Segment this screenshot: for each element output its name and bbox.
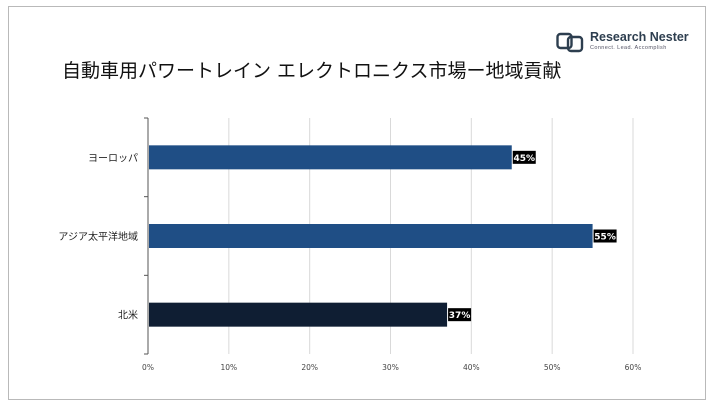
- x-tick-label: 50%: [544, 363, 561, 372]
- category-label: 北米: [118, 309, 138, 322]
- x-tick-label: 30%: [382, 363, 399, 372]
- chart-title: 自動車用パワートレイン エレクトロニクス市場ー地域貢献: [62, 60, 562, 82]
- x-tick-label: 0%: [142, 363, 154, 372]
- bar: [149, 145, 512, 170]
- value-label-background: [448, 308, 472, 322]
- research-nester-logo: Research Nester Connect. Lead. Accomplis…: [556, 29, 689, 55]
- value-label: 45%: [513, 154, 535, 164]
- value-label-background: [512, 150, 536, 164]
- logo-tagline: Connect. Lead. Accomplish: [590, 45, 667, 51]
- category-label: アジア太平洋地域: [58, 230, 138, 243]
- x-tick-label: 60%: [625, 363, 642, 372]
- x-tick-label: 40%: [463, 363, 480, 372]
- bar: [149, 302, 448, 327]
- x-tick-label: 20%: [301, 363, 318, 372]
- bar: [149, 224, 593, 248]
- logo-name: Research Nester: [590, 30, 689, 44]
- value-label: 37%: [449, 311, 471, 321]
- category-label: ヨーロッパ: [88, 152, 138, 164]
- x-tick-label: 10%: [220, 363, 237, 372]
- value-label-background: [593, 229, 617, 243]
- value-label: 55%: [594, 233, 616, 243]
- chart-frame: [8, 6, 706, 400]
- logo-mark-icon: [556, 32, 584, 53]
